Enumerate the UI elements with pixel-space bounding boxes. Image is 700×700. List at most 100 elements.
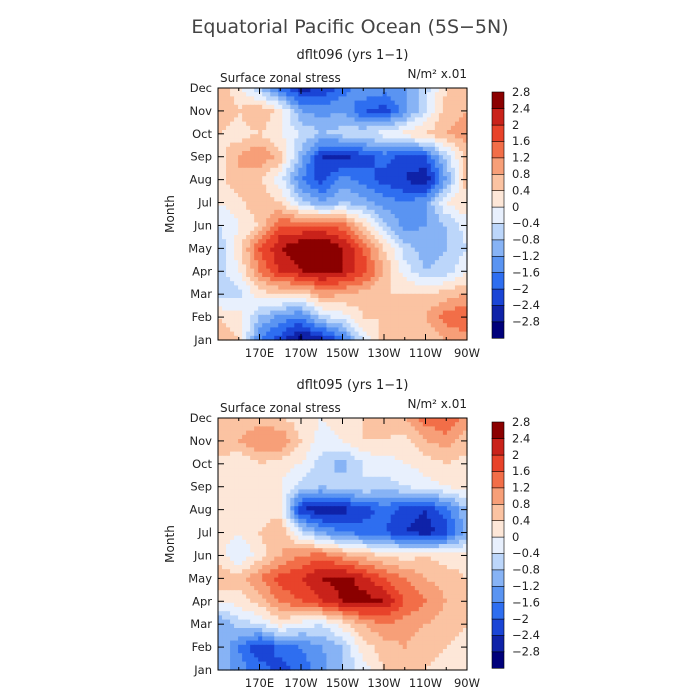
heatmap-cell [246,92,251,97]
heatmap-cell [362,235,368,240]
heatmap-cell [430,125,436,131]
heatmap-cell [238,335,243,341]
heatmap-cell [298,251,303,257]
heatmap-cell [446,451,452,457]
heatmap-cell [218,434,223,440]
heatmap-cell [362,455,368,461]
heatmap-cell [418,455,424,461]
heatmap-cell [306,125,311,131]
heatmap-cell [378,422,384,427]
heatmap-cell [362,314,368,320]
heatmap-cell [378,331,384,337]
heatmap-cell [238,109,243,114]
heatmap-cell [374,251,380,257]
heatmap-cell [462,468,468,474]
heatmap-cell [346,247,352,253]
heatmap-cell [450,92,456,97]
heatmap-cell [386,226,392,232]
heatmap-cell [390,214,396,219]
heatmap-cell [302,209,307,215]
heatmap-cell [266,460,271,465]
heatmap-cell [258,447,263,453]
heatmap-cell [442,88,448,93]
heatmap-cell [270,155,275,160]
heatmap-cell [238,272,243,278]
heatmap-cell [310,184,315,190]
heatmap-cell [270,218,275,223]
heatmap-cell [290,460,295,465]
heatmap-cell [226,113,231,118]
heatmap-cell [286,489,291,495]
heatmap-cell [434,130,440,135]
heatmap-cell [330,476,336,482]
heatmap-cell [434,172,440,177]
heatmap-cell [442,281,448,286]
heatmap-cell [342,468,348,474]
heatmap-cell [274,256,279,261]
heatmap-cell [230,218,235,223]
heatmap-cell [410,247,416,253]
heatmap-cell [278,197,283,202]
heatmap-cell [450,314,456,320]
heatmap-cell [230,146,235,152]
heatmap-cell [278,188,283,194]
heatmap-cell [406,113,412,118]
heatmap-cell [414,418,420,423]
heatmap-cell [338,443,344,448]
heatmap-cell [286,285,291,291]
heatmap-cell [370,125,376,131]
heatmap-cell [458,306,464,312]
heatmap-cell [246,323,251,328]
heatmap-cell [458,302,464,307]
heatmap-cell [434,205,440,211]
heatmap-cell [298,447,303,453]
heatmap-cell [366,268,372,274]
heatmap-cell [270,104,275,110]
heatmap-cell [406,455,412,461]
heatmap-cell [234,476,239,482]
heatmap-cell [338,159,344,165]
heatmap-cell [378,104,384,110]
heatmap-cell [358,146,364,152]
heatmap-cell [346,443,352,448]
heatmap-cell [234,222,239,228]
heatmap-cell [246,272,251,278]
heatmap-cell [314,293,320,299]
heatmap-cell [362,293,368,299]
heatmap-cell [462,113,468,118]
heatmap-cell [290,197,295,202]
heatmap-cell [374,493,380,499]
heatmap-cell [318,176,324,181]
heatmap-cell [438,439,444,444]
heatmap-cell [426,289,432,295]
heatmap-cell [234,323,239,328]
heatmap-cell [250,251,255,257]
heatmap-cell [270,235,275,240]
heatmap-cell [266,489,271,495]
heatmap-cell [406,176,412,181]
heatmap-cell [366,306,372,312]
heatmap-cell [218,235,223,240]
heatmap-cell [426,130,432,135]
heatmap-cell [334,485,340,490]
heatmap-cell [382,96,388,102]
heatmap-cell [390,306,396,312]
heatmap-cell [246,193,251,198]
heatmap-cell [342,481,348,486]
heatmap-cell [330,481,336,486]
heatmap-cell [394,226,400,232]
heatmap-cell [382,460,388,465]
heatmap-cell [374,172,380,177]
heatmap-cell [426,285,432,291]
heatmap-cell [218,134,223,139]
heatmap-cell [286,109,291,114]
heatmap-cell [398,251,404,257]
heatmap-cell [286,268,291,274]
heatmap-cell [354,331,360,337]
heatmap-cell [438,142,444,148]
heatmap-cell [218,155,223,160]
heatmap-cell [250,335,255,341]
heatmap-cell [338,327,344,333]
heatmap-cell [442,230,448,236]
heatmap-cell [434,167,440,173]
